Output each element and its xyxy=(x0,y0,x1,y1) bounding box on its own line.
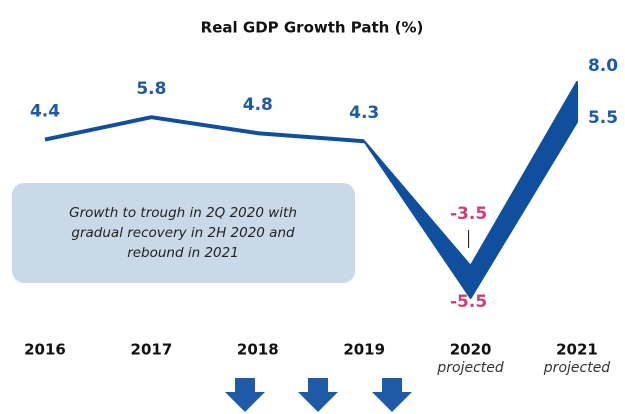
annotation-text: gradual recovery in 2H 2020 and xyxy=(71,225,295,241)
value-label: 4.3 xyxy=(349,103,379,123)
annotation-text: rebound in 2021 xyxy=(127,245,239,261)
x-tick-label: 2019 xyxy=(343,341,385,359)
down-arrow xyxy=(225,378,265,412)
x-tick-note: projected xyxy=(436,360,504,376)
down-arrow xyxy=(298,378,338,412)
arrows xyxy=(225,378,412,412)
x-tick-label: 2016 xyxy=(24,341,66,359)
x-tick-label: 2018 xyxy=(237,341,279,359)
value-label: -3.5 xyxy=(450,204,487,224)
x-tick-label: 2017 xyxy=(131,341,173,359)
value-label: -5.5 xyxy=(450,292,487,312)
annotation-box xyxy=(12,183,355,283)
value-label: 4.4 xyxy=(30,102,60,122)
value-label: 5.8 xyxy=(136,79,166,99)
value-label: 8.0 xyxy=(588,56,618,76)
down-arrow xyxy=(372,378,412,412)
chart-title: Real GDP Growth Path (%) xyxy=(201,19,424,37)
growth-line xyxy=(44,115,365,144)
x-tick-label: 2020 xyxy=(450,341,492,359)
value-label: 4.8 xyxy=(243,95,273,115)
value-label: 5.5 xyxy=(588,108,618,128)
annotation-text: Growth to trough in 2Q 2020 with xyxy=(69,205,297,221)
x-tick-note: projected xyxy=(543,360,611,376)
x-tick-label: 2021 xyxy=(556,341,598,359)
projection-band xyxy=(363,81,578,299)
